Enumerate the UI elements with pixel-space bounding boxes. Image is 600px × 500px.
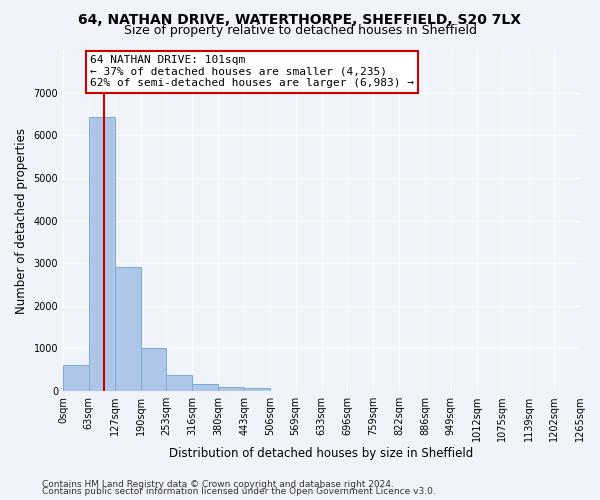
Bar: [115, 266, 140, 391]
Bar: [140, 348, 166, 391]
Text: Contains public sector information licensed under the Open Government Licence v3: Contains public sector information licen…: [42, 487, 436, 496]
Y-axis label: Number of detached properties: Number of detached properties: [15, 128, 28, 314]
Text: Contains HM Land Registry data © Crown copyright and database right 2024.: Contains HM Land Registry data © Crown c…: [42, 480, 394, 489]
Bar: [192, 384, 218, 391]
Bar: [89, 118, 115, 391]
Text: 64, NATHAN DRIVE, WATERTHORPE, SHEFFIELD, S20 7LX: 64, NATHAN DRIVE, WATERTHORPE, SHEFFIELD…: [79, 12, 521, 26]
Text: 64 NATHAN DRIVE: 101sqm
← 37% of detached houses are smaller (4,235)
62% of semi: 64 NATHAN DRIVE: 101sqm ← 37% of detache…: [90, 55, 414, 88]
X-axis label: Distribution of detached houses by size in Sheffield: Distribution of detached houses by size …: [169, 447, 473, 460]
Bar: [244, 388, 270, 391]
Bar: [63, 364, 89, 391]
Text: Size of property relative to detached houses in Sheffield: Size of property relative to detached ho…: [124, 24, 476, 37]
Bar: [218, 387, 244, 391]
Bar: [166, 375, 192, 391]
